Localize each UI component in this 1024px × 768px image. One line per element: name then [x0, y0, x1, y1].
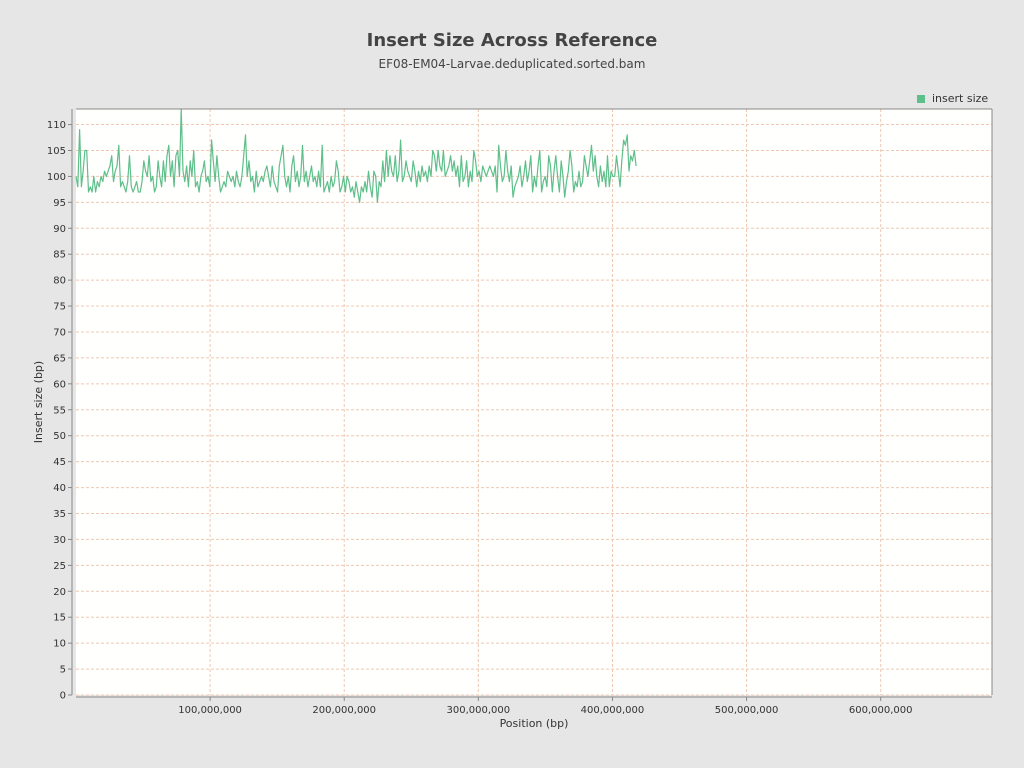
- x-tick-label: 600,000,000: [849, 705, 913, 716]
- y-tick-label: 80: [53, 276, 66, 287]
- x-axis-label: Position (bp): [500, 717, 569, 730]
- x-tick-label: 400,000,000: [581, 705, 645, 716]
- y-tick-label: 110: [47, 120, 66, 131]
- y-tick-label: 25: [53, 561, 66, 572]
- legend-swatch: [917, 95, 925, 103]
- y-tick-label: 60: [53, 379, 66, 390]
- y-tick-label: 15: [53, 613, 66, 624]
- y-tick-label: 0: [60, 691, 66, 702]
- y-tick-label: 75: [53, 302, 66, 313]
- y-ticks: 0 5 10 15 20 25 30 35 40 45 50 55 60 65 70 75 80 85 90 95 10…: [47, 120, 72, 702]
- y-tick-label: 30: [53, 535, 66, 546]
- y-axis-label: Insert size (bp): [32, 361, 45, 443]
- y-tick-label: 20: [53, 587, 66, 598]
- x-tick-label: 100,000,000: [178, 705, 242, 716]
- legend: insert size: [917, 92, 988, 105]
- y-tick-label: 65: [53, 353, 66, 364]
- x-tick-label: 300,000,000: [447, 705, 511, 716]
- y-tick-label: 105: [47, 146, 66, 157]
- chart-title: Insert Size Across Reference: [366, 30, 658, 51]
- y-tick-label: 5: [60, 665, 66, 676]
- x-tick-label: 200,000,000: [312, 705, 376, 716]
- y-tick-label: 55: [53, 405, 66, 416]
- axes: [71, 108, 993, 698]
- chart-subtitle: EF08-EM04-Larvae.deduplicated.sorted.bam: [378, 57, 646, 71]
- legend-label: insert size: [932, 92, 988, 105]
- y-tick-label: 50: [53, 431, 66, 442]
- grid-lines: [76, 109, 992, 696]
- y-tick-label: 95: [53, 198, 66, 209]
- plot-area: [76, 109, 992, 695]
- y-tick-label: 10: [53, 639, 66, 650]
- series-group: [75, 108, 637, 203]
- y-tick-label: 45: [53, 457, 66, 468]
- y-tick-label: 35: [53, 509, 66, 520]
- y-tick-label: 40: [53, 483, 66, 494]
- y-tick-label: 100: [47, 172, 66, 183]
- y-tick-label: 70: [53, 327, 66, 338]
- x-tick-label: 500,000,000: [715, 705, 779, 716]
- series-line-insert-size: [75, 108, 637, 203]
- x-ticks: 100,000,000 200,000,000 300,000,000 400,000…: [178, 697, 912, 716]
- y-tick-label: 85: [53, 250, 66, 261]
- y-tick-label: 90: [53, 224, 66, 235]
